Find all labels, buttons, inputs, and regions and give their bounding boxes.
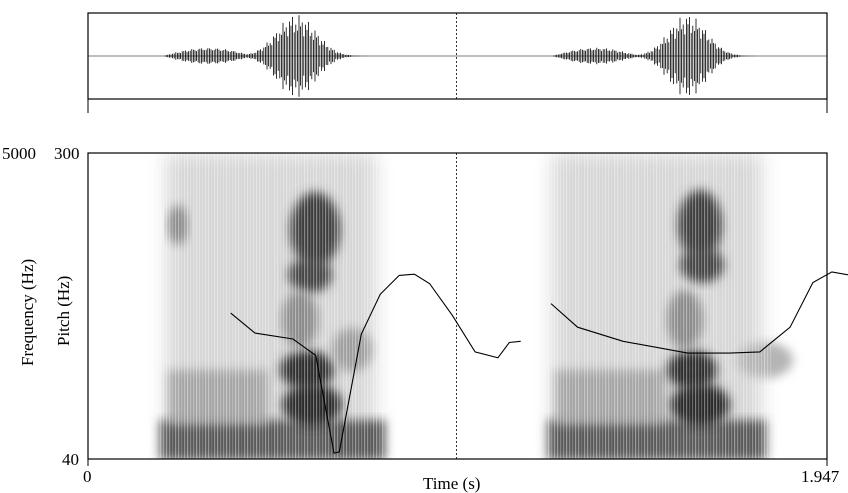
pitch-contour-2 <box>550 271 848 354</box>
x-axis-end-label: 1.947 <box>801 467 840 486</box>
pitch-contour-1 <box>230 273 521 454</box>
waveform-utterance-2 <box>553 17 756 95</box>
spectrogram-frame <box>87 152 828 460</box>
pitch-bottom-label: 40 <box>62 450 79 469</box>
wave1-trace <box>164 15 367 97</box>
frequency-top-label: 5000 <box>2 144 36 163</box>
pitch-top-label: 300 <box>54 144 80 163</box>
waveform-utterance-1 <box>164 15 367 97</box>
spectrogram-utterance-1 <box>160 153 385 459</box>
frequency-axis-label: Frequency (Hz) <box>18 258 37 366</box>
x-axis-title: Time (s) <box>423 474 481 493</box>
spectrogram-utterance-2 <box>548 153 793 459</box>
pitch-contours <box>230 271 848 454</box>
wave2-trace <box>553 17 756 95</box>
x-axis-start-label: 0 <box>83 467 92 486</box>
spectrogram-panel <box>87 152 848 466</box>
pitch-axis-label: Pitch (Hz) <box>54 275 73 346</box>
waveform-panel <box>87 12 828 113</box>
